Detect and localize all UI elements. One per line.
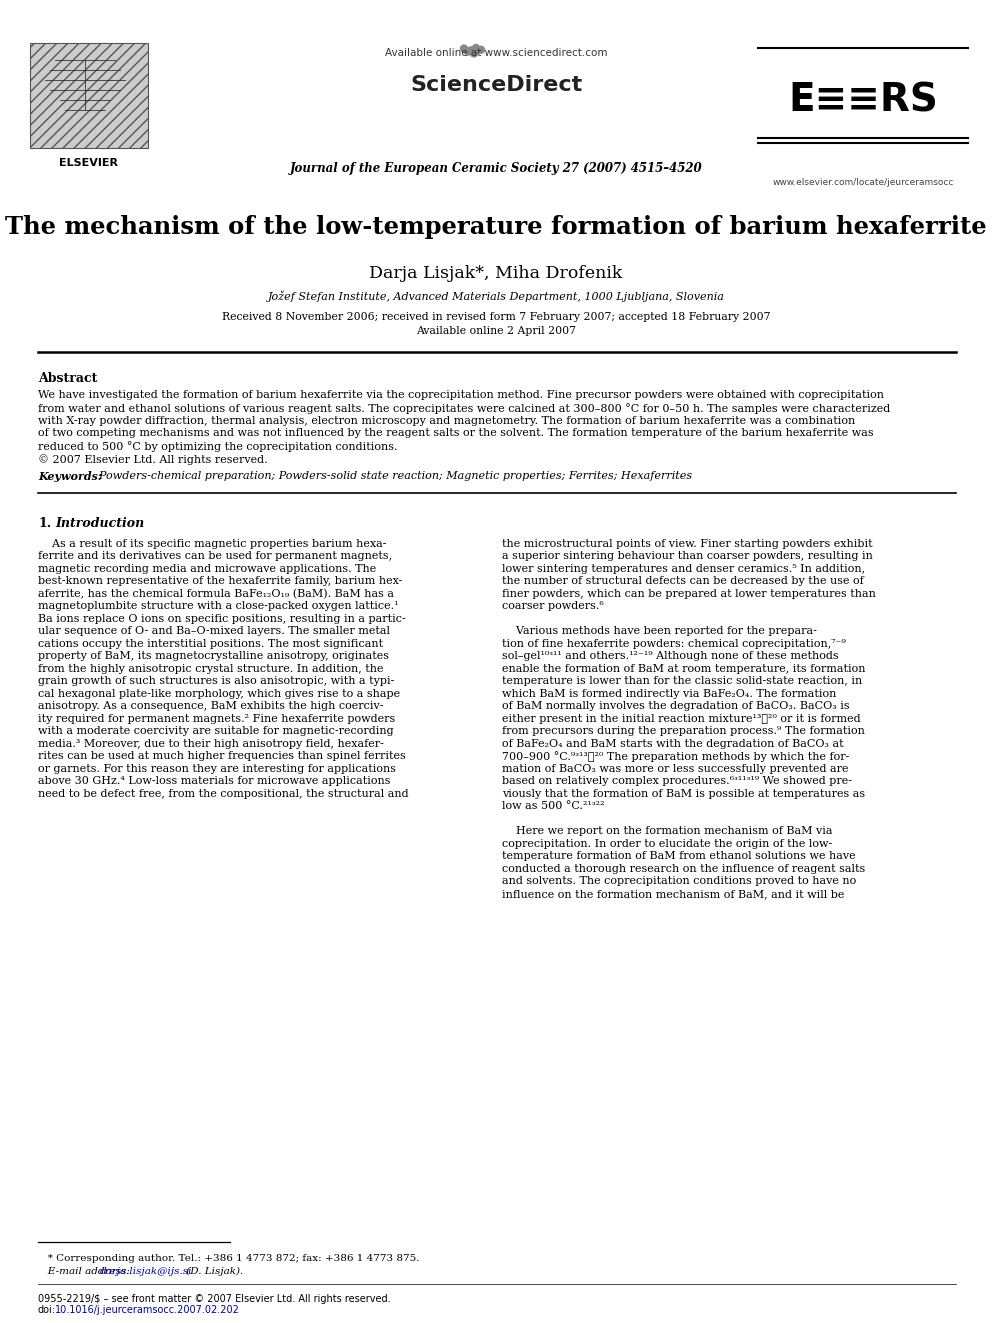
Text: based on relatively complex procedures.⁶ᵌ¹¹ᵌ¹⁹ We showed pre-: based on relatively complex procedures.⁶… bbox=[502, 777, 852, 786]
Text: media.³ Moreover, due to their high anisotropy field, hexafer-: media.³ Moreover, due to their high anis… bbox=[38, 738, 384, 749]
Text: We have investigated the formation of barium hexaferrite via the coprecipitation: We have investigated the formation of ba… bbox=[38, 390, 884, 400]
Text: Ba ions replace O ions on specific positions, resulting in a partic-: Ba ions replace O ions on specific posit… bbox=[38, 614, 406, 624]
Text: Here we report on the formation mechanism of BaM via: Here we report on the formation mechanis… bbox=[502, 827, 832, 836]
Text: Available online at www.sciencedirect.com: Available online at www.sciencedirect.co… bbox=[385, 48, 607, 58]
Text: Various methods have been reported for the prepara-: Various methods have been reported for t… bbox=[502, 626, 816, 636]
Text: * Corresponding author. Tel.: +386 1 4773 872; fax: +386 1 4773 875.: * Corresponding author. Tel.: +386 1 477… bbox=[38, 1254, 420, 1263]
Text: 0955-2219/$ – see front matter © 2007 Elsevier Ltd. All rights reserved.: 0955-2219/$ – see front matter © 2007 El… bbox=[38, 1294, 391, 1304]
Text: E≡≡RS: E≡≡RS bbox=[788, 82, 938, 120]
Text: Powders-chemical preparation; Powders-solid state reaction; Magnetic properties;: Powders-chemical preparation; Powders-so… bbox=[92, 471, 692, 480]
Text: Journal of the European Ceramic Society 27 (2007) 4515–4520: Journal of the European Ceramic Society … bbox=[290, 161, 702, 175]
Text: ELSEVIER: ELSEVIER bbox=[60, 157, 118, 168]
Text: ity required for permanent magnets.² Fine hexaferrite powders: ity required for permanent magnets.² Fin… bbox=[38, 714, 395, 724]
Text: best-known representative of the hexaferrite family, barium hex-: best-known representative of the hexafer… bbox=[38, 577, 403, 586]
Text: © 2007 Elsevier Ltd. All rights reserved.: © 2007 Elsevier Ltd. All rights reserved… bbox=[38, 454, 268, 464]
Text: ular sequence of O- and Ba–O-mixed layers. The smaller metal: ular sequence of O- and Ba–O-mixed layer… bbox=[38, 626, 390, 636]
Text: 700–900 °C.⁹ᵌ¹³‧²⁰ The preparation methods by which the for-: 700–900 °C.⁹ᵌ¹³‧²⁰ The preparation metho… bbox=[502, 751, 849, 762]
Text: viously that the formation of BaM is possible at temperatures as: viously that the formation of BaM is pos… bbox=[502, 789, 865, 799]
Text: anisotropy. As a consequence, BaM exhibits the high coerciv-: anisotropy. As a consequence, BaM exhibi… bbox=[38, 701, 384, 712]
Text: with X-ray powder diffraction, thermal analysis, electron microscopy and magneto: with X-ray powder diffraction, thermal a… bbox=[38, 415, 855, 426]
Text: doi:: doi: bbox=[38, 1304, 56, 1315]
Text: Keywords:: Keywords: bbox=[38, 471, 102, 482]
Circle shape bbox=[464, 48, 471, 56]
Text: Jožef Stefan Institute, Advanced Materials Department, 1000 Ljubljana, Slovenia: Jožef Stefan Institute, Advanced Materia… bbox=[268, 291, 724, 303]
Text: coprecipitation. In order to elucidate the origin of the low-: coprecipitation. In order to elucidate t… bbox=[502, 839, 832, 849]
Text: magnetoplumbite structure with a close-packed oxygen lattice.¹: magnetoplumbite structure with a close-p… bbox=[38, 601, 399, 611]
Text: from the highly anisotropic crystal structure. In addition, the: from the highly anisotropic crystal stru… bbox=[38, 664, 384, 673]
Text: (D. Lisjak).: (D. Lisjak). bbox=[183, 1267, 243, 1277]
Text: cal hexagonal plate-like morphology, which gives rise to a shape: cal hexagonal plate-like morphology, whi… bbox=[38, 689, 400, 699]
Text: enable the formation of BaM at room temperature, its formation: enable the formation of BaM at room temp… bbox=[502, 664, 865, 673]
Text: finer powders, which can be prepared at lower temperatures than: finer powders, which can be prepared at … bbox=[502, 589, 876, 599]
Text: mation of BaCO₃ was more or less successfully prevented are: mation of BaCO₃ was more or less success… bbox=[502, 763, 848, 774]
Text: aferrite, has the chemical formula BaFe₁₂O₁₉ (BaM). BaM has a: aferrite, has the chemical formula BaFe₁… bbox=[38, 589, 394, 599]
Circle shape bbox=[470, 50, 477, 57]
Circle shape bbox=[477, 46, 484, 53]
Text: from water and ethanol solutions of various reagent salts. The coprecipitates we: from water and ethanol solutions of vari… bbox=[38, 402, 890, 414]
Text: with a moderate coercivity are suitable for magnetic-recording: with a moderate coercivity are suitable … bbox=[38, 726, 394, 737]
Text: sol–gel¹⁰ᵌ¹¹ and others.¹²⁻¹⁹ Although none of these methods: sol–gel¹⁰ᵌ¹¹ and others.¹²⁻¹⁹ Although n… bbox=[502, 651, 838, 662]
Text: E-mail address:: E-mail address: bbox=[38, 1267, 133, 1275]
Text: of BaFe₂O₄ and BaM starts with the degradation of BaCO₃ at: of BaFe₂O₄ and BaM starts with the degra… bbox=[502, 738, 843, 749]
Text: or garnets. For this reason they are interesting for applications: or garnets. For this reason they are int… bbox=[38, 763, 396, 774]
Text: the microstructural points of view. Finer starting powders exhibit: the microstructural points of view. Fine… bbox=[502, 538, 873, 549]
Text: property of BaM, its magnetocrystalline anisotropy, originates: property of BaM, its magnetocrystalline … bbox=[38, 651, 389, 662]
Text: which BaM is formed indirectly via BaFe₂O₄. The formation: which BaM is formed indirectly via BaFe₂… bbox=[502, 689, 836, 699]
Text: tion of fine hexaferrite powders: chemical coprecipitation,⁷⁻⁹: tion of fine hexaferrite powders: chemic… bbox=[502, 639, 846, 648]
Text: magnetic recording media and microwave applications. The: magnetic recording media and microwave a… bbox=[38, 564, 376, 574]
Text: a superior sintering behaviour than coarser powders, resulting in: a superior sintering behaviour than coar… bbox=[502, 552, 873, 561]
Text: cations occupy the interstitial positions. The most significant: cations occupy the interstitial position… bbox=[38, 639, 383, 648]
Text: The mechanism of the low-temperature formation of barium hexaferrite: The mechanism of the low-temperature for… bbox=[5, 216, 987, 239]
Bar bbox=[30, 44, 148, 148]
Text: low as 500 °C.²¹ᵌ²²: low as 500 °C.²¹ᵌ²² bbox=[502, 802, 605, 811]
Text: of two competing mechanisms and was not influenced by the reagent salts or the s: of two competing mechanisms and was not … bbox=[38, 429, 874, 438]
Circle shape bbox=[472, 45, 479, 52]
Circle shape bbox=[467, 46, 474, 54]
Text: www.elsevier.com/locate/jeurceramsocc: www.elsevier.com/locate/jeurceramsocc bbox=[773, 179, 953, 187]
Text: temperature is lower than for the classic solid-state reaction, in: temperature is lower than for the classi… bbox=[502, 676, 862, 687]
Text: ferrite and its derivatives can be used for permanent magnets,: ferrite and its derivatives can be used … bbox=[38, 552, 392, 561]
Text: the number of structural defects can be decreased by the use of: the number of structural defects can be … bbox=[502, 577, 864, 586]
Text: 10.1016/j.jeurceramsocc.2007.02.202: 10.1016/j.jeurceramsocc.2007.02.202 bbox=[55, 1304, 240, 1315]
Text: from precursors during the preparation process.⁹ The formation: from precursors during the preparation p… bbox=[502, 726, 865, 737]
Text: reduced to 500 °C by optimizing the coprecipitation conditions.: reduced to 500 °C by optimizing the copr… bbox=[38, 441, 398, 452]
Text: grain growth of such structures is also anisotropic, with a typi-: grain growth of such structures is also … bbox=[38, 676, 395, 687]
Text: either present in the initial reaction mixture¹³‧²⁰ or it is formed: either present in the initial reaction m… bbox=[502, 714, 861, 724]
Text: and solvents. The coprecipitation conditions proved to have no: and solvents. The coprecipitation condit… bbox=[502, 876, 856, 886]
Text: ScienceDirect: ScienceDirect bbox=[410, 75, 582, 95]
Text: darja.lisjak@ijs.si: darja.lisjak@ijs.si bbox=[100, 1267, 192, 1275]
Text: 1.: 1. bbox=[38, 517, 52, 529]
Text: Abstract: Abstract bbox=[38, 372, 97, 385]
Text: influence on the formation mechanism of BaM, and it will be: influence on the formation mechanism of … bbox=[502, 889, 844, 898]
Text: lower sintering temperatures and denser ceramics.⁵ In addition,: lower sintering temperatures and denser … bbox=[502, 564, 865, 574]
Circle shape bbox=[460, 45, 467, 52]
Text: rites can be used at much higher frequencies than spinel ferrites: rites can be used at much higher frequen… bbox=[38, 751, 406, 761]
Text: need to be defect free, from the compositional, the structural and: need to be defect free, from the composi… bbox=[38, 789, 409, 799]
Text: of BaM normally involves the degradation of BaCO₃. BaCO₃ is: of BaM normally involves the degradation… bbox=[502, 701, 849, 712]
Text: Available online 2 April 2007: Available online 2 April 2007 bbox=[416, 325, 576, 336]
Text: conducted a thorough research on the influence of reagent salts: conducted a thorough research on the inf… bbox=[502, 864, 865, 873]
Text: Introduction: Introduction bbox=[55, 517, 144, 529]
Text: above 30 GHz.⁴ Low-loss materials for microwave applications: above 30 GHz.⁴ Low-loss materials for mi… bbox=[38, 777, 391, 786]
Text: As a result of its specific magnetic properties barium hexa-: As a result of its specific magnetic pro… bbox=[38, 538, 387, 549]
Text: temperature formation of BaM from ethanol solutions we have: temperature formation of BaM from ethano… bbox=[502, 851, 856, 861]
Text: coarser powders.⁶: coarser powders.⁶ bbox=[502, 601, 604, 611]
Text: Darja Lisjak*, Miha Drofenik: Darja Lisjak*, Miha Drofenik bbox=[369, 265, 623, 282]
Text: Received 8 November 2006; received in revised form 7 February 2007; accepted 18 : Received 8 November 2006; received in re… bbox=[222, 312, 770, 321]
